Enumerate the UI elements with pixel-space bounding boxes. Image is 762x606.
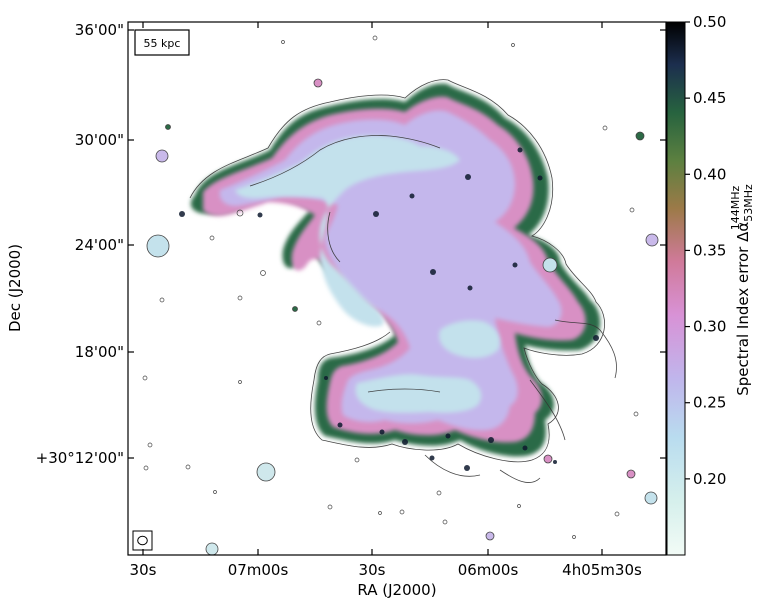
colorbar-tick-label: 0.45	[693, 89, 726, 107]
y-tick-label: 24'00"	[75, 236, 124, 254]
x-tick-label: 30s	[359, 561, 386, 579]
x-axis: 30s 07m00s 30s 06m00s 4h05m30s	[130, 22, 642, 579]
x-tick-label: 07m00s	[228, 561, 289, 579]
colorbar-label: Spectral Index error Δα53MHz144MHz	[729, 184, 755, 396]
y-tick-label: 36'00"	[75, 21, 124, 39]
colorbar-label-sub: 53MHz	[742, 184, 755, 222]
y-tick-label: 18'00"	[75, 343, 124, 361]
beam-marker	[132, 530, 153, 551]
plot-frame	[127, 21, 667, 556]
colorbar-tick-label: 0.40	[693, 165, 726, 183]
colorbar-label-main: Spectral Index error Δα	[734, 222, 752, 396]
scale-bar: 55 kpc	[134, 29, 190, 56]
emission-map	[142, 35, 659, 555]
colorbar-label-sup: 144MHz	[729, 185, 742, 230]
x-tick-label: 30s	[130, 561, 157, 579]
colorbar-tick-label: 0.20	[693, 470, 726, 488]
colorbar-ticks: 0.50 0.45 0.40 0.35 0.30 0.25 0.20	[685, 13, 726, 488]
colorbar-tick-label: 0.35	[693, 241, 726, 259]
y-axis-title: Dec (J2000)	[6, 244, 24, 332]
colorbar-tick-label: 0.25	[693, 394, 726, 412]
x-tick-label: 4h05m30s	[562, 561, 642, 579]
colorbar: 0.50 0.45 0.40 0.35 0.30 0.25 0.20 Spectral In…	[666, 13, 755, 556]
x-axis-title: RA (J2000)	[357, 581, 436, 599]
scale-bar-label: 55 kpc	[144, 37, 181, 50]
colorbar-gradient	[666, 21, 686, 556]
y-axis: 36'00" 30'00" 24'00" 18'00" +30°12'00"	[36, 21, 666, 467]
colorbar-tick-label: 0.30	[693, 318, 726, 336]
y-tick-label: +30°12'00"	[36, 449, 124, 467]
x-tick-label: 06m00s	[458, 561, 519, 579]
colorbar-tick-label: 0.50	[693, 13, 726, 31]
y-tick-label: 30'00"	[75, 131, 124, 149]
